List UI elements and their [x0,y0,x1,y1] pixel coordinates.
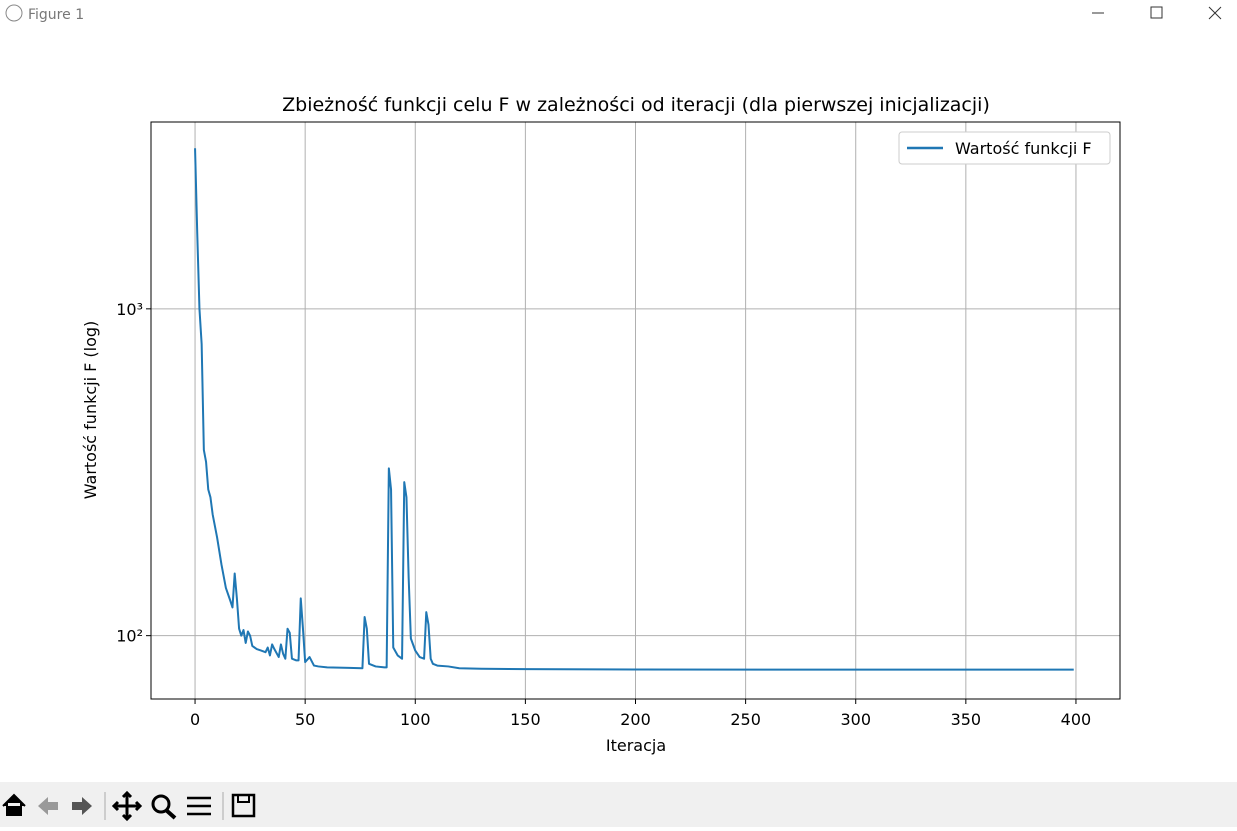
maximize-button[interactable] [1150,6,1163,19]
legend-box [898,131,1111,165]
configure-button[interactable] [187,796,211,816]
x-tick-label: 200 [620,710,651,729]
data-line [194,148,1074,671]
legend-label: Wartość funkcji F [955,139,1092,158]
chart: Zbieżność funkcji celu F w zależności od… [81,94,1121,755]
forward-button[interactable] [72,797,92,815]
window-title: Figure 1 [28,7,84,23]
back-button[interactable] [38,797,58,815]
chart-title: Zbieżność funkcji celu F w zależności od… [282,94,990,116]
close-button[interactable] [1208,6,1222,20]
plot-frame [150,121,1121,700]
x-tick-label: 100 [400,710,431,729]
zoom-button[interactable] [151,794,171,814]
title-bar: Figure 1 [0,0,1237,28]
x-tick-label: 350 [951,710,982,729]
x-tick-label: 400 [1061,710,1092,729]
toolbar-icons [2,790,256,822]
y-axis-label: Wartość funkcji F (log) [81,321,100,500]
x-tick-label: 250 [730,710,761,729]
title-bar-graphics: Figure 1 [5,4,1222,23]
zoom-handle [164,808,177,820]
toolbar [0,782,1237,827]
x-tick-label: 150 [510,710,541,729]
save-icon-detail [237,794,250,803]
y-tick-label: 10² [116,627,143,646]
x-tick-label: 0 [190,710,200,729]
pan-button[interactable] [111,790,143,822]
y-tick-label: 10³ [116,300,143,319]
home-button[interactable] [2,793,26,816]
app-icon [5,4,23,22]
x-tick-label: 300 [840,710,871,729]
save-button[interactable] [231,793,256,818]
x-axis-label: Iteracja [606,736,666,755]
x-tick-label: 50 [295,710,315,729]
